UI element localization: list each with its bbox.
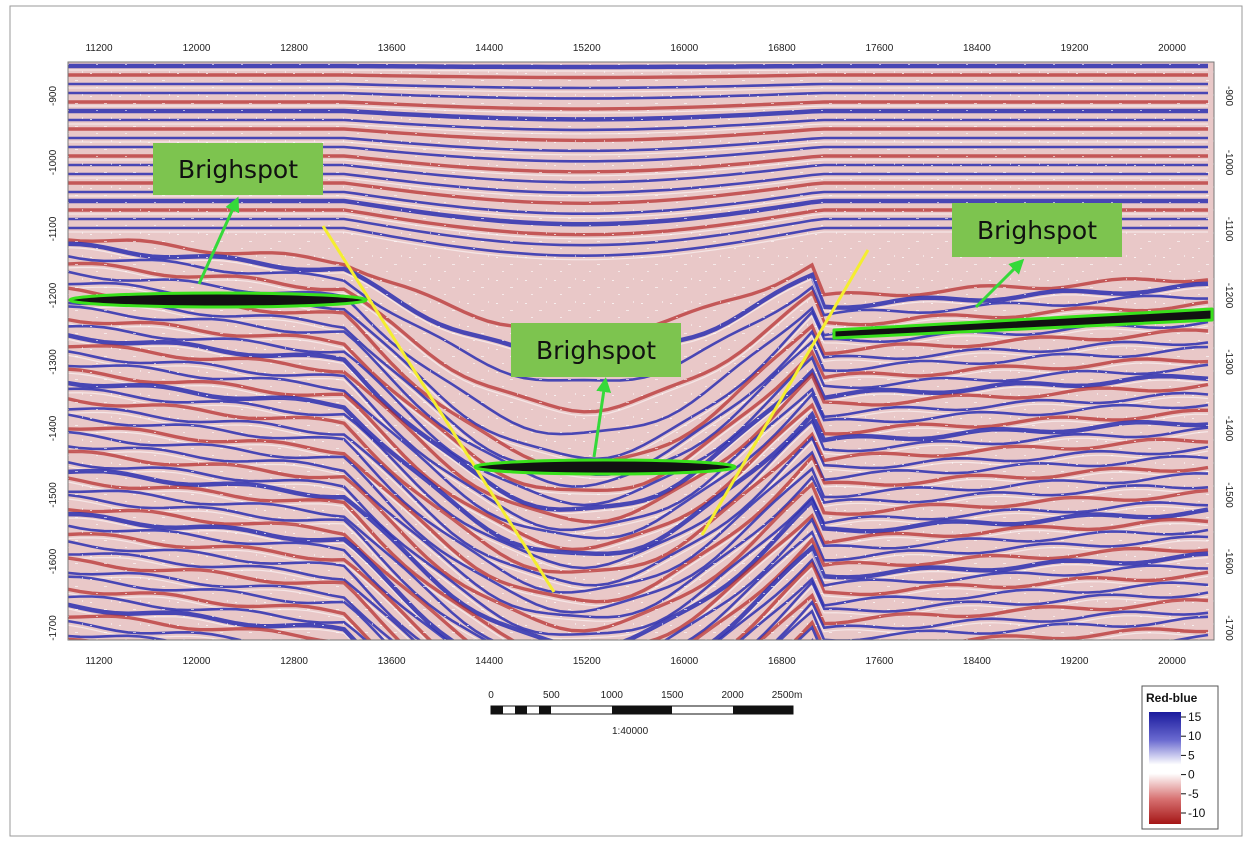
x-tick-label-bottom: 12800	[280, 656, 308, 667]
x-tick-label-bottom: 16800	[768, 656, 796, 667]
legend-colorbar	[1149, 712, 1181, 824]
x-tick-label-bottom: 17600	[865, 656, 893, 667]
x-axis-top: 11200 12000 12800 13600 14400 15200 16000 16800…	[85, 43, 1186, 54]
scale-bar-segment	[491, 706, 503, 714]
legend-value-label: -10	[1188, 806, 1206, 820]
legend-value-label: 15	[1188, 710, 1202, 724]
legend-value-label: -5	[1188, 787, 1199, 801]
callout-center-box	[511, 323, 681, 377]
callout-right: Brighspot	[952, 203, 1122, 257]
callout-right-box	[952, 203, 1122, 257]
figure-border	[9, 5, 1243, 837]
legend-value-label: 5	[1188, 748, 1195, 762]
y-tick-label-left: -1300	[48, 349, 59, 375]
legend-labels: 15 10 5 0 -5 -10	[1181, 710, 1206, 820]
y-tick-label-left: -1500	[48, 482, 59, 508]
callout-left-box	[153, 143, 323, 195]
scale-bar-label: 1500	[661, 690, 684, 701]
x-tick-label-top: 11200	[85, 43, 113, 54]
x-tick-label-top: 14400	[475, 43, 503, 54]
scale-bar-segment	[612, 706, 672, 714]
x-tick-label-top: 20000	[1158, 43, 1186, 54]
x-tick-label-bottom: 20000	[1158, 656, 1186, 667]
callout-left: Brighspot	[153, 143, 323, 195]
legend-title: Red-blue	[1146, 691, 1198, 705]
y-tick-label-left: -1100	[48, 216, 59, 241]
callout-right-label: Brighspot	[977, 216, 1097, 245]
brightspot-highlights	[68, 291, 1214, 476]
seismic-reflector	[68, 624, 225, 640]
x-tick-label-top: 13600	[378, 43, 406, 54]
x-tick-label-top: 18400	[963, 43, 991, 54]
x-tick-label-top: 16000	[670, 43, 698, 54]
x-tick-label-bottom: 19200	[1061, 656, 1089, 667]
x-tick-label-bottom: 11200	[85, 656, 113, 667]
plot-frame	[67, 61, 1215, 641]
x-tick-label-top: 19200	[1061, 43, 1089, 54]
scale-bar-label: 2500m	[772, 690, 803, 701]
scale-bar-label: 1000	[601, 690, 624, 701]
x-tick-label-top: 15200	[573, 43, 601, 54]
y-axis-right: -900 -1000 -1100 -1200 -1300 -1400 -1500 -1600 -…	[1223, 86, 1234, 641]
y-tick-label-left: -1200	[48, 282, 59, 308]
y-tick-label-right: -900	[1223, 86, 1234, 106]
y-axis-left: -900 -1000 -1100 -1200 -1300 -1400 -1500 -1600 -…	[48, 86, 59, 641]
callout-center-label: Brighspot	[536, 336, 656, 365]
color-legend: Red-blue 15 10 5 0 -5 -10	[1141, 685, 1219, 830]
scale-bar-segment	[539, 706, 551, 714]
brightspot-left-highlight	[68, 291, 368, 309]
scale-bar-label: 0	[488, 690, 494, 701]
arrow-center	[592, 377, 612, 458]
x-tick-label-bottom: 16000	[670, 656, 698, 667]
legend-value-label: 10	[1188, 729, 1202, 743]
x-tick-label-bottom: 13600	[378, 656, 406, 667]
x-axis-bottom: 11200 12000 12800 13600 14400 15200 16000 16800…	[85, 656, 1186, 667]
callout-left-label: Brighspot	[178, 155, 298, 184]
legend-value-label: 0	[1188, 768, 1195, 782]
brightspot-right-highlight	[832, 307, 1214, 340]
arrow-right	[974, 258, 1025, 309]
y-tick-label-left: -1700	[48, 615, 59, 641]
scale-bar-labels: 0 500 1000 1500 2000 2500m	[488, 690, 802, 701]
seismic-reflector	[68, 653, 1208, 824]
seismic-reflector	[68, 634, 170, 640]
x-tick-label-top: 12000	[183, 43, 211, 54]
y-tick-label-right: -1500	[1223, 482, 1234, 508]
y-tick-label-right: -1700	[1223, 615, 1234, 641]
brightspot-center-highlight	[473, 458, 737, 476]
y-tick-label-right: -1600	[1223, 549, 1234, 575]
scale-bar-label: 500	[543, 690, 560, 701]
scale-bar-label: 2000	[721, 690, 744, 701]
scale-bar: 0 500 1000 1500 2000 2500m 1:40000	[488, 690, 802, 737]
y-tick-label-right: -1300	[1223, 349, 1234, 375]
y-tick-label-left: -900	[48, 86, 59, 106]
seismic-plot	[67, 61, 1215, 824]
callout-center: Brighspot	[511, 323, 681, 377]
scale-bar-segment	[515, 706, 527, 714]
callout-arrows	[197, 196, 1025, 458]
x-tick-label-top: 16800	[768, 43, 796, 54]
x-tick-label-top: 12800	[280, 43, 308, 54]
y-tick-label-left: -1600	[48, 548, 59, 574]
x-tick-label-bottom: 14400	[475, 656, 503, 667]
y-tick-label-right: -1400	[1223, 416, 1234, 442]
fault-line-right	[700, 249, 870, 536]
y-tick-label-left: -1000	[48, 149, 59, 175]
x-tick-label-bottom: 15200	[573, 656, 601, 667]
fault-line-left	[321, 225, 556, 593]
scale-ratio: 1:40000	[612, 726, 649, 737]
y-tick-label-left: -1400	[48, 415, 59, 441]
arrow-left	[197, 196, 240, 285]
x-tick-label-top: 17600	[865, 43, 893, 54]
scale-bar-segment	[733, 706, 793, 714]
x-tick-label-bottom: 18400	[963, 656, 991, 667]
y-tick-label-right: -1000	[1223, 150, 1234, 176]
seismic-reflector	[68, 614, 332, 640]
fault-lines	[321, 225, 870, 593]
y-tick-label-right: -1200	[1223, 283, 1234, 309]
x-tick-label-bottom: 12000	[183, 656, 211, 667]
y-tick-label-right: -1100	[1223, 217, 1234, 242]
